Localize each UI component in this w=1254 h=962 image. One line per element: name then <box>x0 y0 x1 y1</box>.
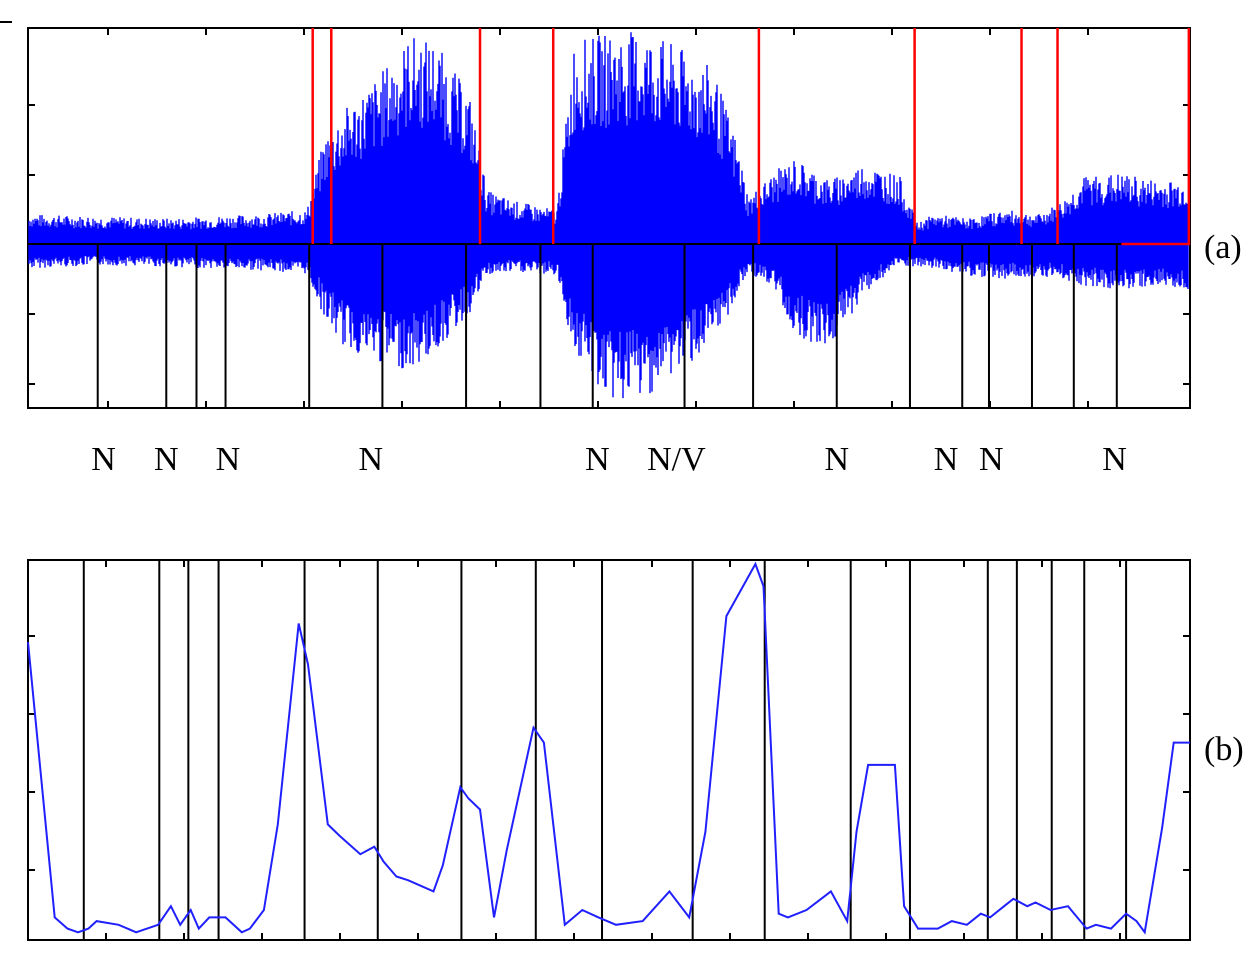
panel-a-waveform-signal <box>28 32 1190 399</box>
panel-a-segment-labels: N N N N N N/V N N N N <box>91 441 1127 478</box>
segment-label-4: N <box>585 441 610 478</box>
panel-a-black-boundaries <box>96 244 1118 408</box>
panel-a-red-boundaries <box>311 28 1191 246</box>
segment-label-0: N <box>91 441 116 478</box>
panel-a-waveform-chart: N N N N N N/V N N N N (a) <box>0 21 1242 478</box>
panel-b-ticks <box>28 560 1190 940</box>
segment-label-9: N <box>1102 441 1127 478</box>
panel-b-tag: (b) <box>1204 731 1244 768</box>
segment-label-1: N <box>154 441 179 478</box>
panel-b-curve-series <box>27 561 1190 935</box>
waveform-trace <box>28 32 1189 399</box>
segment-label-7: N <box>934 441 959 478</box>
panel-b-black-boundaries <box>82 560 1128 940</box>
panel-b-curve-chart: (b) <box>27 559 1244 941</box>
red-final-step <box>1121 28 1191 246</box>
panel-b-plot-frame <box>27 559 1191 941</box>
segment-label-8: N <box>979 441 1004 478</box>
segment-label-5: N/V <box>647 441 706 478</box>
segment-label-6: N <box>824 441 849 478</box>
curve-line <box>27 561 1190 935</box>
segment-label-2: N <box>216 441 241 478</box>
segment-label-3: N <box>359 441 384 478</box>
panel-a-tag: (a) <box>1204 229 1242 266</box>
